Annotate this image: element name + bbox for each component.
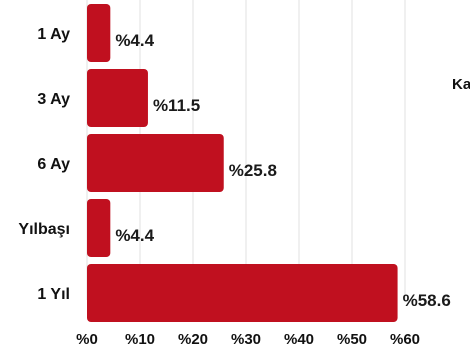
x-tick-label-6: %60	[390, 331, 420, 348]
value-labels: %4.4 %11.5 %25.8 %4.4 %58.6	[115, 31, 450, 310]
value-label-2: %25.8	[229, 161, 277, 180]
x-tick-label-1: %10	[125, 331, 155, 348]
category-label-3: Yılbaşı	[18, 221, 70, 238]
x-tick-label-0: %0	[76, 331, 98, 348]
category-label-0: 1 Ay	[37, 26, 70, 43]
cropped-side-text: Ka	[452, 76, 470, 93]
x-tick-label-5: %50	[337, 331, 367, 348]
x-tick-label-3: %30	[231, 331, 261, 348]
x-tick-label-2: %20	[178, 331, 208, 348]
category-label-1: 3 Ay	[37, 91, 70, 108]
x-tick-label-4: %40	[284, 331, 314, 348]
bar-1	[87, 69, 148, 127]
category-label-4: 1 Yıl	[37, 286, 70, 303]
bar-4	[87, 264, 398, 322]
value-label-4: %58.6	[403, 291, 451, 310]
bar-3	[87, 199, 111, 257]
category-label-2: 6 Ay	[37, 156, 70, 173]
bars	[87, 4, 398, 322]
value-label-0: %4.4	[115, 31, 154, 50]
category-labels: 1 Ay 3 Ay 6 Ay Yılbaşı 1 Yıl	[18, 26, 70, 303]
value-label-1: %11.5	[153, 96, 200, 115]
x-axis-tick-labels: %0 %10 %20 %30 %40 %50 %60	[76, 331, 420, 348]
bar-0	[87, 4, 111, 62]
value-label-3: %4.4	[115, 226, 154, 245]
bar-2	[87, 134, 224, 192]
